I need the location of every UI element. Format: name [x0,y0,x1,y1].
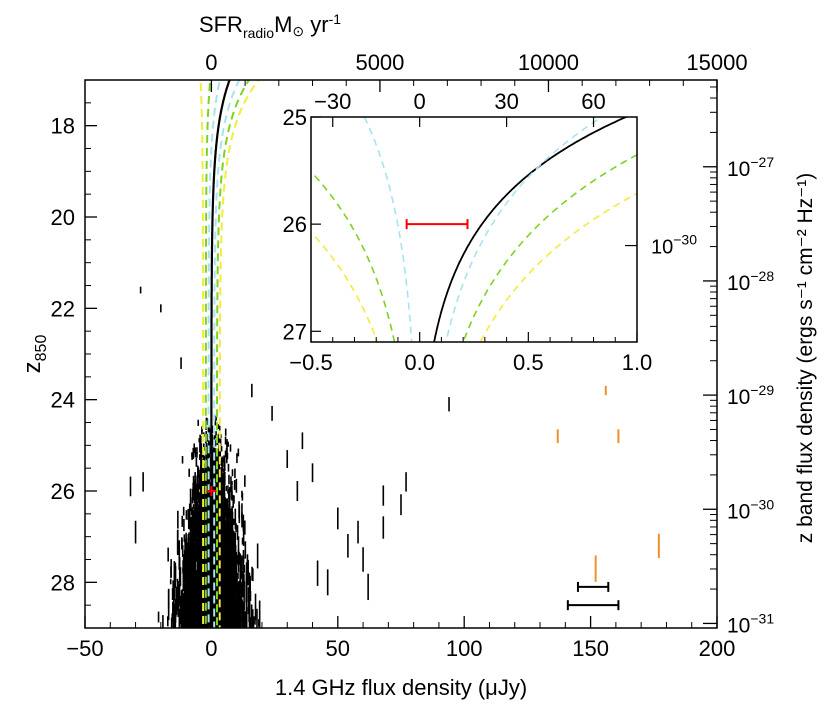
top-tick-label: 10000 [518,50,579,75]
inset-x-tick-label: 0.0 [404,350,435,375]
inset-y-tick-label: 26 [283,212,307,237]
right-axis-label: z band flux density (ergs s⁻¹ cm⁻² Hz⁻¹) [794,173,817,544]
right-tick-label: 10−29 [727,382,774,409]
inset-curve-5 [479,192,637,342]
y-tick-label: 22 [51,296,75,321]
inset-x-tick-label: 1.0 [622,350,653,375]
model-curve-0 [210,80,231,628]
axis-labels: 1.4 GHz flux density (μJy) z850 SFRradio… [19,11,817,700]
x-tick-label: 150 [572,636,609,661]
x-axis-label: 1.4 GHz flux density (μJy) [275,675,527,700]
x-tick-label: 50 [326,636,350,661]
main-data-area [129,80,660,628]
inset-curve-0 [433,117,629,342]
x-tick-label: 200 [699,636,736,661]
y-axis-label: z850 [19,335,50,374]
inset-x-tick-label: 0.5 [513,350,544,375]
model-curve-6 [199,80,205,628]
inset-y-tick-label: 27 [283,319,307,344]
x-tick-label: 0 [205,636,217,661]
y-tick-label: 24 [51,388,75,413]
y-tick-label: 28 [51,570,75,595]
inset-curve-2 [363,117,413,342]
y-tick-label: 18 [51,114,75,139]
right-tick-label: 10−31 [727,610,774,637]
main-plot: −50 0 50 100 150 200 18 20 22 24 26 28 0 5000 10000 150… [51,50,775,661]
x-tick-label: 100 [446,636,483,661]
inset-top-tick-label: 60 [581,89,605,114]
right-tick-label: 10−28 [727,268,774,295]
inset-top-tick-label: 0 [414,89,426,114]
inset-top-tick-label: −30 [314,89,351,114]
inset-curve-6 [311,231,379,342]
inset-plot: −0.5 0.0 0.5 1.0 25 26 27 −30 0 30 60 10−30 [283,89,698,375]
model-curves [199,80,260,628]
x-tick-label: −50 [66,636,103,661]
inset-top-tick-label: 30 [494,89,518,114]
inset-y-tick-label: 25 [283,105,307,130]
top-tick-label: 5000 [355,50,404,75]
y-tick-label: 20 [51,205,75,230]
inset-right-tick-label: 10−30 [651,232,697,259]
model-curve-1 [213,80,241,628]
inset-background [311,117,637,342]
inset-data-area [311,117,637,342]
inset-frame [310,116,638,343]
y-tick-label: 26 [51,479,75,504]
model-curve-3 [216,80,251,628]
model-curve-5 [218,80,260,628]
inset-curve-4 [311,170,396,342]
inset-x-tick-label: −0.5 [289,350,332,375]
top-tick-label: 0 [205,50,217,75]
right-tick-label: 10−30 [727,496,774,523]
right-tick-label: 10−27 [727,154,774,181]
model-curve-4 [204,80,212,628]
top-tick-label: 15000 [686,50,747,75]
top-axis-label: SFRradioM⊙ yr-1 [199,11,341,41]
model-curve-2 [207,80,221,628]
